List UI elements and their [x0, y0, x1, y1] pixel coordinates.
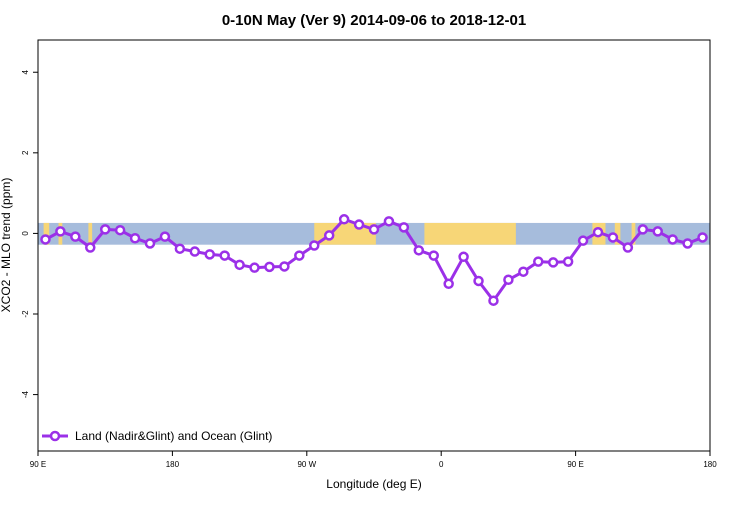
data-point: [428, 250, 439, 261]
series-layer: [40, 214, 708, 306]
data-point: [129, 232, 141, 244]
data-point: [667, 234, 678, 245]
chart-title: 0-10N May (Ver 9) 2014-09-06 to 2018-12-…: [222, 12, 526, 29]
land-band: [631, 222, 636, 245]
y-axis: -4 -2 0 2 4: [21, 69, 38, 398]
data-point: [413, 245, 425, 256]
data-point: [547, 257, 559, 268]
data-point: [533, 256, 544, 267]
y-axis-label: XCO2 - MLO trend (ppm): [0, 178, 13, 313]
data-point: [652, 226, 663, 237]
x-tick-label: 0: [439, 460, 444, 469]
plot-frame: [37, 39, 711, 452]
data-point: [99, 224, 111, 235]
data-point: [503, 274, 514, 285]
data-point: [249, 262, 260, 273]
data-point: [40, 234, 51, 245]
land-band: [43, 222, 50, 245]
data-point: [264, 261, 275, 273]
data-point: [353, 219, 365, 230]
x-axis-label: Longitude (deg E): [326, 477, 421, 491]
data-point: [473, 275, 484, 287]
data-point: [607, 232, 619, 243]
data-point: [592, 226, 604, 238]
data-point: [488, 295, 499, 306]
x-tick-label: 90 E: [567, 460, 583, 469]
y-tick-label: 2: [21, 150, 30, 155]
data-point: [682, 238, 693, 249]
land-band: [614, 222, 621, 245]
data-point: [174, 243, 186, 254]
legend: Land (Nadir&Glint) and Ocean (Glint): [42, 429, 272, 443]
data-point: [458, 251, 469, 263]
x-tick-label: 180: [703, 460, 717, 469]
y-tick-label: -2: [21, 310, 30, 318]
data-point: [114, 224, 126, 236]
data-point: [622, 242, 634, 253]
x-axis: 90 E 180 90 W 0 90 E 180: [30, 451, 717, 469]
legend-label: Land (Nadir&Glint) and Ocean (Glint): [75, 429, 272, 443]
data-point: [443, 278, 454, 290]
data-point: [368, 224, 380, 235]
data-point: [338, 214, 350, 225]
x-tick-label: 180: [166, 460, 180, 469]
data-point: [562, 256, 574, 267]
data-point: [518, 266, 529, 277]
data-point: [70, 231, 81, 242]
data-point: [697, 232, 708, 243]
data-point: [309, 240, 320, 251]
data-point: [323, 230, 335, 241]
y-tick-label: -4: [21, 390, 30, 398]
land-band: [424, 222, 516, 245]
data-point: [279, 261, 290, 272]
x-tick-label: 90 W: [297, 460, 316, 469]
data-point: [85, 242, 96, 253]
y-tick-label: 4: [21, 69, 30, 74]
data-point: [637, 224, 649, 235]
data-point: [189, 246, 201, 257]
data-point: [577, 235, 589, 246]
land-band: [88, 222, 93, 245]
data-point: [55, 226, 66, 237]
data-point: [294, 250, 305, 261]
data-point: [204, 249, 215, 260]
data-point: [398, 222, 410, 233]
y-tick-label: 0: [21, 231, 30, 236]
x-tick-label: 90 E: [30, 460, 46, 469]
data-point: [383, 216, 395, 227]
data-point: [144, 238, 156, 249]
legend-marker: [49, 430, 61, 442]
data-point: [159, 231, 171, 242]
data-point: [219, 250, 230, 261]
data-point: [234, 259, 245, 271]
